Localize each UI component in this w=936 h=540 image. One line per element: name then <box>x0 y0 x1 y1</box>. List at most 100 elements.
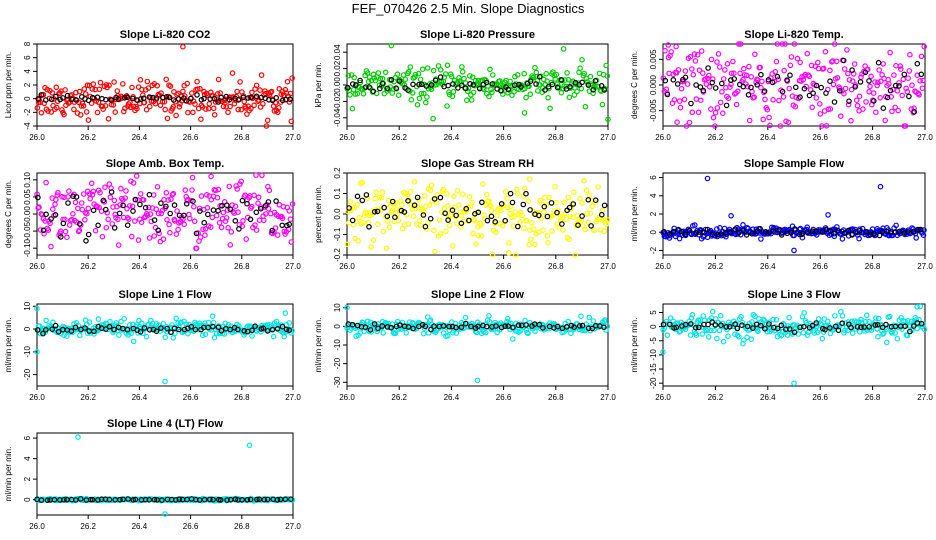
data-point <box>43 211 49 218</box>
data-point <box>875 59 882 66</box>
data-point <box>750 325 756 331</box>
data-point <box>185 109 191 116</box>
data-point <box>232 218 239 224</box>
data-point <box>227 103 233 110</box>
data-point <box>468 323 474 330</box>
data-point <box>687 332 694 338</box>
data-point <box>533 69 540 76</box>
data-point <box>107 194 114 201</box>
data-point <box>725 333 731 340</box>
data-point <box>198 193 205 199</box>
data-point <box>422 193 428 199</box>
data-point <box>407 64 414 70</box>
data-point <box>76 227 83 234</box>
data-point <box>892 104 899 111</box>
data-point <box>889 108 895 115</box>
data-point <box>853 97 860 104</box>
data-point <box>129 203 136 210</box>
x-tick-label: 26.8 <box>865 262 881 271</box>
data-point <box>492 219 499 225</box>
data-point <box>150 94 156 101</box>
data-point-outlier <box>474 377 481 384</box>
data-point <box>366 224 372 230</box>
data-point <box>279 222 286 229</box>
data-point <box>69 216 75 223</box>
data-point <box>449 323 456 330</box>
data-point <box>699 70 706 76</box>
data-point <box>581 178 587 184</box>
data-point <box>514 72 521 78</box>
data-point <box>418 81 425 88</box>
data-point <box>481 212 487 218</box>
x-tick-label: 26.4 <box>760 393 776 402</box>
data-point <box>475 233 482 239</box>
x-tick-label: 26.0 <box>655 262 671 271</box>
data-point <box>226 96 233 103</box>
data-point <box>764 106 771 113</box>
data-point <box>426 202 433 208</box>
data-point <box>411 202 418 209</box>
y-tick-label: -0.1 <box>333 227 342 241</box>
data-point <box>52 201 58 208</box>
data-point <box>89 86 96 92</box>
data-point <box>237 181 243 187</box>
plot-frame <box>36 432 294 516</box>
data-point <box>897 63 904 69</box>
data-point <box>577 65 583 72</box>
data-point <box>289 201 296 207</box>
data-point <box>210 323 216 330</box>
x-tick-label: 26.8 <box>865 133 881 142</box>
data-point <box>818 84 825 91</box>
data-point <box>181 212 187 219</box>
data-point <box>405 324 412 330</box>
data-point <box>571 324 577 331</box>
data-point <box>85 97 92 104</box>
x-tick-label: 26.0 <box>339 133 355 142</box>
data-point <box>684 81 691 87</box>
data-point <box>431 248 438 255</box>
data-point <box>274 497 281 503</box>
y-tick-label: 0.2 <box>333 167 342 179</box>
data-point <box>422 99 429 106</box>
y-tick-label: -2 <box>23 108 32 116</box>
data-point <box>48 96 55 103</box>
data-point <box>65 194 71 200</box>
data-point <box>691 51 698 57</box>
data-point <box>203 106 209 112</box>
data-point <box>724 60 731 67</box>
data-point <box>354 90 361 97</box>
data-point <box>800 76 807 83</box>
data-point <box>52 93 59 100</box>
data-point <box>279 215 286 222</box>
data-point <box>118 318 124 325</box>
panel-4: Slope Amb. Box Temp. 26.0 26.2 26.4 26.6 26.8… <box>4 158 301 271</box>
data-point <box>776 97 782 104</box>
data-point <box>37 227 44 233</box>
data-point <box>462 320 469 327</box>
data-point <box>740 76 746 83</box>
data-point <box>89 191 96 198</box>
data-point <box>899 92 906 99</box>
data-point <box>712 322 719 328</box>
data-point <box>878 78 884 85</box>
data-point <box>90 207 97 214</box>
data-point <box>252 323 258 330</box>
data-point <box>891 72 897 78</box>
x-tick-label: 26.6 <box>183 133 199 142</box>
data-point <box>472 77 479 84</box>
y-tick-label: -0.10 <box>23 238 32 257</box>
data-point <box>581 70 588 77</box>
data-point <box>521 70 528 77</box>
data-point <box>357 77 363 84</box>
data-point <box>38 92 45 98</box>
data-point <box>822 48 829 55</box>
data-point <box>601 228 608 235</box>
data-point <box>528 220 535 226</box>
data-point <box>585 82 592 88</box>
data-point <box>563 216 569 223</box>
data-point <box>49 326 56 333</box>
data-point <box>740 222 746 228</box>
data-point <box>168 196 174 203</box>
data-point <box>410 213 417 220</box>
